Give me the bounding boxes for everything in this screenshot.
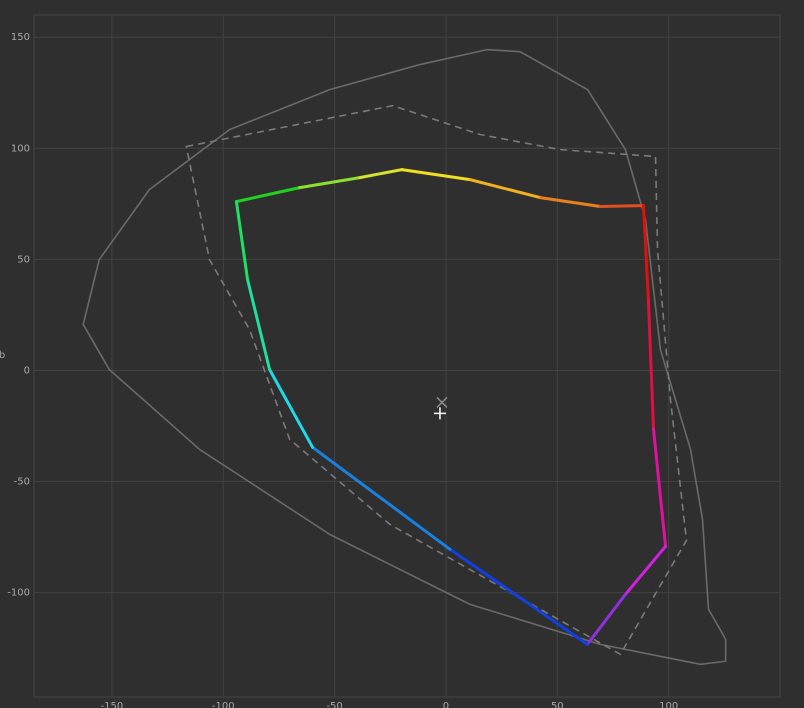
gamut-segment xyxy=(311,445,452,551)
x-tick-label: 0 xyxy=(443,701,449,708)
gamut-segment xyxy=(623,544,668,596)
y-tick-label: -50 xyxy=(14,477,30,488)
x-tick-label: 100 xyxy=(659,701,678,708)
x-tick-label: -100 xyxy=(212,701,235,708)
white-point xyxy=(436,396,448,408)
y-tick-label: -100 xyxy=(7,588,30,599)
gamut-segment xyxy=(358,168,404,180)
y-tick-label: 150 xyxy=(11,32,30,43)
y-tick-label: 0 xyxy=(24,365,30,376)
gamut-segment xyxy=(298,176,362,190)
x-tick-label: 50 xyxy=(551,701,564,708)
gamut-segment xyxy=(234,200,250,282)
y-tick-label: 50 xyxy=(17,254,30,265)
plot-area xyxy=(33,14,781,698)
y-tick-label: 100 xyxy=(11,143,30,154)
gamut-segment xyxy=(468,178,542,200)
gamut-segment xyxy=(400,168,472,182)
gamut-segment xyxy=(268,368,315,449)
gamut-outline xyxy=(185,104,688,656)
white-point xyxy=(433,407,446,420)
y-axis-label: b xyxy=(0,350,5,361)
gamut-segment xyxy=(652,427,668,548)
gamut-segment xyxy=(246,278,272,372)
gamut-outline xyxy=(82,48,727,666)
gamut-segment xyxy=(646,298,656,431)
gamut-segment xyxy=(598,204,645,208)
x-tick-label: -150 xyxy=(101,701,124,708)
x-tick-label: -50 xyxy=(326,701,342,708)
gamut-segment xyxy=(234,186,302,204)
gamut-segment xyxy=(448,547,589,646)
gamut-segment xyxy=(585,592,627,646)
gamut-segment xyxy=(538,196,602,208)
gamut-segment xyxy=(641,204,650,302)
